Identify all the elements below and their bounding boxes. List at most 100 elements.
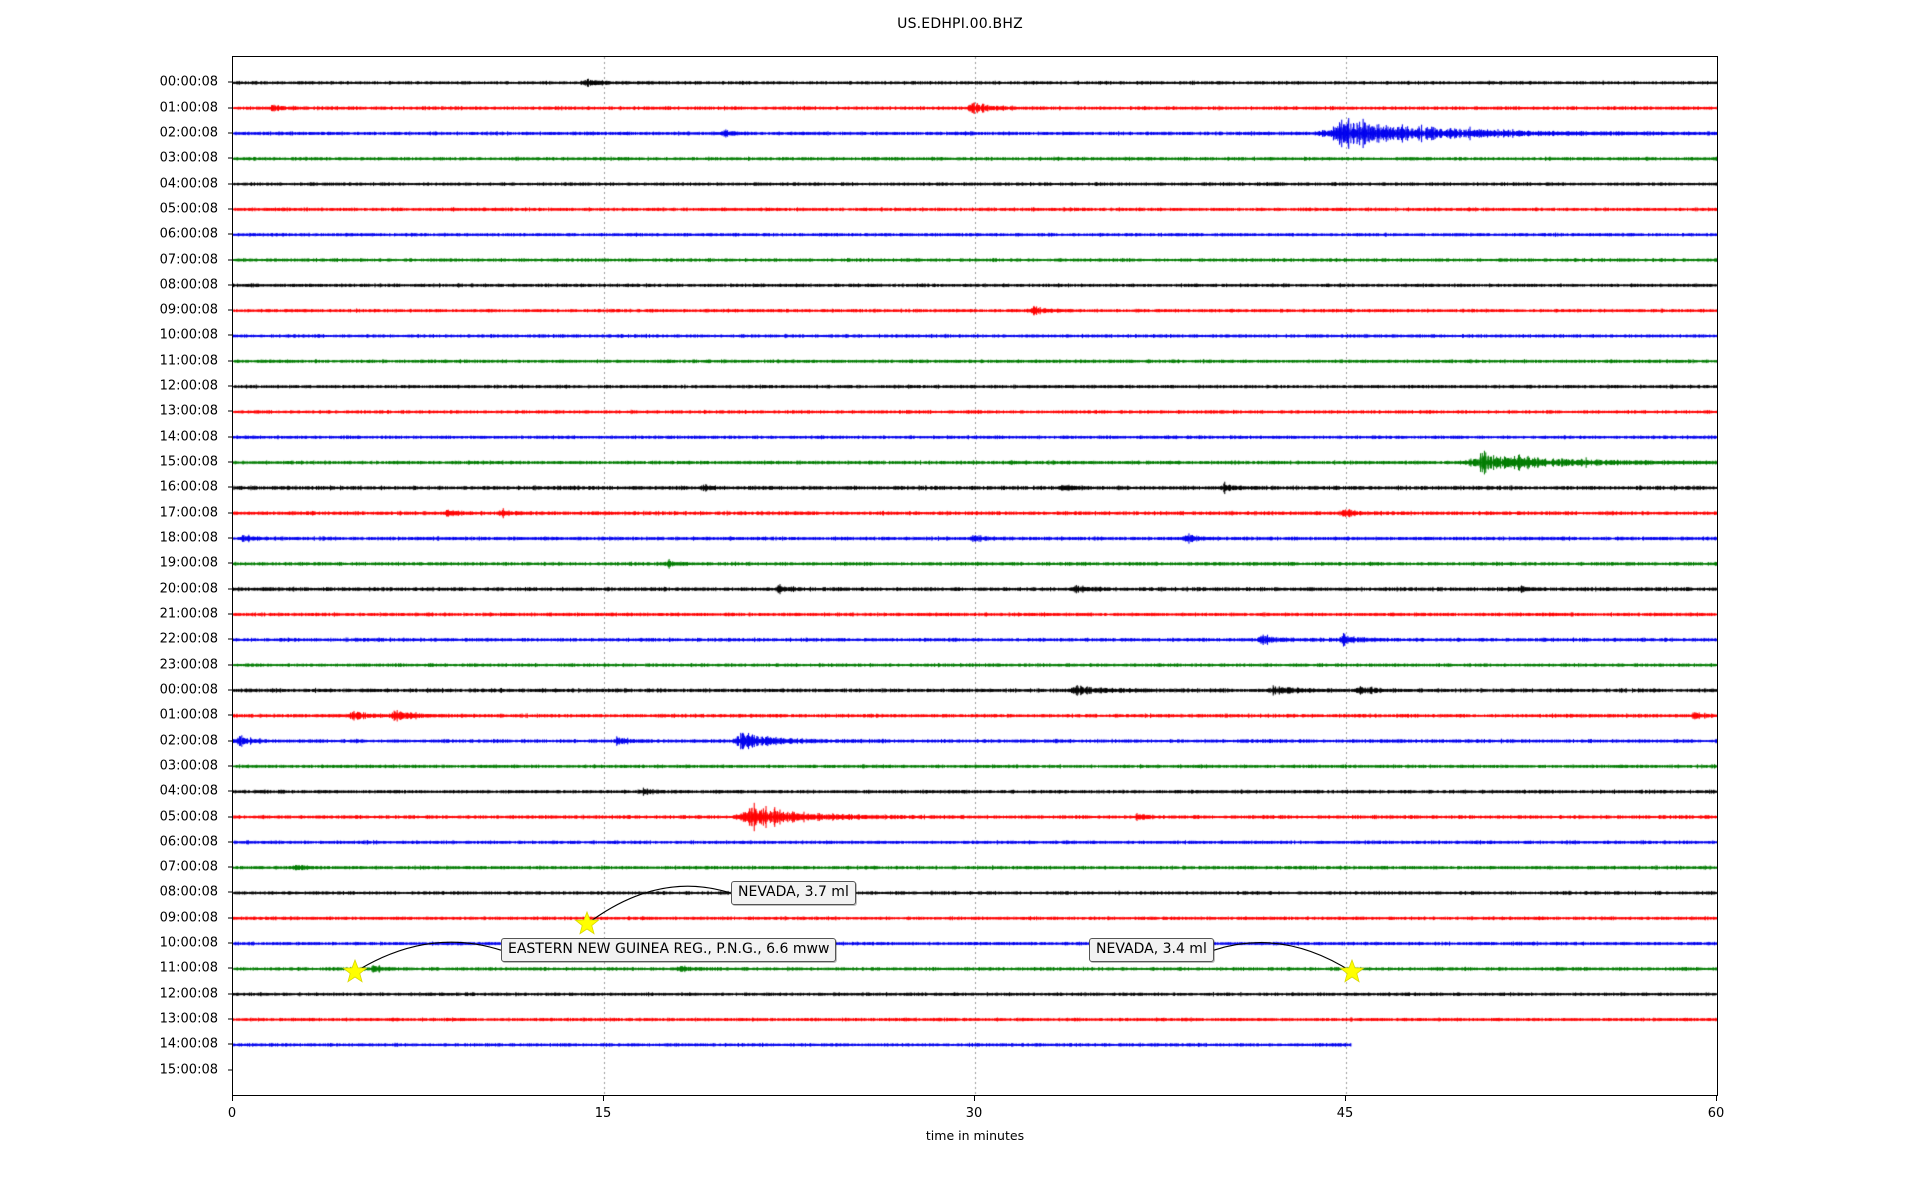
x-tick-label: 45 [1336,1106,1354,1121]
y-tick-label: 12:00:08 [159,986,218,1002]
x-tick-mark [1345,1096,1346,1101]
y-tick-mark [228,1043,233,1045]
y-tick-label: 12:00:08 [159,378,218,394]
y-tick-mark [228,816,233,817]
y-tick-label: 15:00:08 [159,1062,218,1078]
y-tick-label: 22:00:08 [159,631,218,647]
y-tick-mark [228,841,233,843]
y-tick-label: 08:00:08 [159,277,218,293]
y-tick-mark [228,917,233,919]
y-tick-mark [228,461,233,463]
page-title: US.EDHPI.00.BHZ [897,16,1023,32]
y-tick-label: 03:00:08 [159,758,218,774]
x-axis-title: time in minutes [925,1128,1025,1143]
y-tick-label: 04:00:08 [159,783,218,799]
x-axis-labels: 0 15 30 45 60 [228,1096,1724,1136]
y-tick-mark [228,360,233,362]
y-tick-label: 02:00:08 [159,125,218,141]
y-tick-mark [228,385,233,387]
y-tick-mark [228,512,233,514]
y-tick-label: 16:00:08 [159,479,218,495]
y-tick-label: 13:00:08 [159,403,218,419]
y-tick-label: 10:00:08 [159,327,218,343]
y-tick-label: 14:00:08 [159,429,218,445]
y-tick-label: 02:00:08 [159,733,218,749]
y-tick-mark [228,157,233,159]
y-tick-label: 11:00:08 [159,353,218,369]
y-tick-label: 07:00:08 [159,252,218,268]
y-tick-mark [228,740,233,742]
y-tick-label: 10:00:08 [159,935,218,951]
y-tick-label: 01:00:08 [159,100,218,116]
y-tick-mark [228,107,233,109]
y-tick-mark [228,436,233,438]
x-tick-mark [232,1096,233,1101]
y-tick-label: 06:00:08 [159,834,218,850]
y-tick-mark [228,1018,233,1020]
y-tick-label: 08:00:08 [159,884,218,900]
annotation-png[interactable]: EASTERN NEW GUINEA REG., P.N.G., 6.6 mww [501,938,837,963]
x-tick-mark [974,1096,975,1101]
y-tick-mark [228,866,233,868]
y-tick-mark [228,537,233,539]
y-tick-label: 21:00:08 [159,606,218,622]
y-tick-mark [228,334,233,336]
y-tick-label: 18:00:08 [159,530,218,546]
y-tick-mark [228,689,233,691]
y-tick-mark [228,562,233,564]
y-tick-mark [228,790,233,792]
y-tick-mark [228,208,233,210]
y-tick-mark [228,714,233,716]
x-tick-mark [1716,1096,1717,1101]
x-tick-label: 60 [1707,1106,1725,1121]
annotation-nevada-34[interactable]: NEVADA, 3.4 ml [1089,938,1214,963]
y-tick-mark [228,613,233,615]
y-tick-label: 14:00:08 [159,1036,218,1052]
plot-axes [232,56,1718,1096]
y-tick-label: 07:00:08 [159,859,218,875]
y-tick-label: 17:00:08 [159,505,218,521]
y-tick-mark [228,309,233,311]
x-tick-mark [603,1096,604,1101]
y-tick-label: 23:00:08 [159,657,218,673]
y-tick-label: 09:00:08 [159,910,218,926]
y-tick-label: 05:00:08 [159,809,218,824]
y-tick-mark [228,664,233,666]
y-tick-label: 01:00:08 [159,707,218,723]
y-tick-mark [228,1069,233,1071]
y-tick-label: 00:00:08 [159,682,218,698]
y-tick-label: 19:00:08 [159,555,218,571]
y-tick-mark [228,284,233,286]
y-tick-label: 13:00:08 [159,1011,218,1027]
y-tick-mark [228,183,233,185]
y-tick-label: 11:00:08 [159,960,218,976]
y-tick-mark [228,259,233,261]
x-tick-label: 0 [227,1106,237,1121]
y-tick-label: 20:00:08 [159,581,218,597]
y-axis-labels: 00:00:08 01:00:08 02:00:08 03:00:08 04:00:08… [0,56,233,1096]
y-tick-label: 05:00:08 [159,201,218,217]
y-tick-label: 04:00:08 [159,176,218,192]
annotation-nevada-37[interactable]: NEVADA, 3.7 ml [731,881,856,906]
y-tick-mark [228,132,233,134]
y-tick-mark [228,486,233,488]
y-tick-mark [228,410,233,412]
y-tick-mark [228,967,233,969]
y-tick-mark [228,891,233,893]
y-tick-mark [228,765,233,767]
y-tick-mark [228,588,233,590]
y-tick-label: 06:00:08 [159,226,218,242]
y-tick-label: 09:00:08 [159,302,218,318]
y-tick-mark [228,81,233,83]
x-tick-label: 15 [594,1106,612,1121]
y-tick-label: 03:00:08 [159,150,218,166]
y-tick-mark [228,942,233,944]
y-tick-label: 00:00:08 [159,74,218,90]
seismogram-traces-canvas [233,57,1717,1095]
x-tick-label: 30 [965,1106,983,1121]
y-tick-label: 15:00:08 [159,454,218,470]
y-tick-mark [228,638,233,640]
y-tick-mark [228,233,233,235]
y-tick-mark [228,993,233,995]
